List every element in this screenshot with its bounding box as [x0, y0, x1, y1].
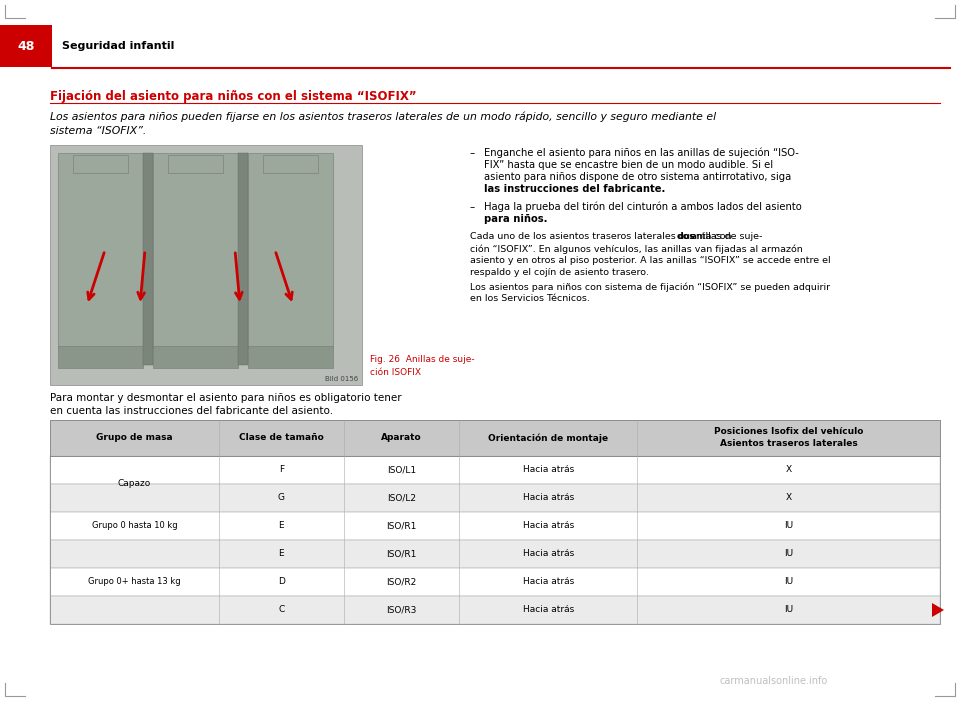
Text: 48: 48: [17, 39, 35, 53]
Polygon shape: [932, 603, 944, 617]
Text: ISO/L1: ISO/L1: [387, 465, 416, 475]
Text: –: –: [470, 148, 475, 158]
Text: Posiciones Isofix del vehículo: Posiciones Isofix del vehículo: [714, 428, 863, 437]
Text: ción “ISOFIX”. En algunos vehículos, las anillas van fijadas al armazón: ción “ISOFIX”. En algunos vehículos, las…: [470, 244, 803, 254]
Bar: [50, 596, 940, 624]
Text: ISO/L2: ISO/L2: [387, 494, 416, 503]
Text: asiento y en otros al piso posterior. A las anillas “ISOFIX” se accede entre el: asiento y en otros al piso posterior. A …: [470, 256, 830, 265]
Text: ción ISOFIX: ción ISOFIX: [370, 368, 421, 377]
Text: X: X: [785, 465, 792, 475]
Bar: [50, 420, 940, 624]
Text: Capazo: Capazo: [118, 479, 151, 489]
Text: IU: IU: [784, 578, 793, 587]
Text: Haga la prueba del tirón del cinturón a ambos lados del asiento: Haga la prueba del tirón del cinturón a …: [484, 202, 802, 212]
Text: las instrucciones del fabricante.: las instrucciones del fabricante.: [484, 184, 665, 194]
Bar: [153, 153, 238, 348]
Text: en los Servicios Técnicos.: en los Servicios Técnicos.: [470, 294, 589, 303]
Text: –: –: [470, 202, 475, 212]
Text: Clase de tamaño: Clase de tamaño: [239, 433, 324, 442]
Text: Hacia atrás: Hacia atrás: [523, 465, 574, 475]
Bar: [263, 155, 318, 173]
Bar: [50, 568, 940, 596]
Text: anillas de suje-: anillas de suje-: [687, 232, 762, 241]
Bar: [153, 346, 238, 368]
Text: E: E: [278, 550, 284, 559]
Text: Seguridad infantil: Seguridad infantil: [62, 41, 175, 51]
Bar: [73, 155, 128, 173]
Text: ISO/R1: ISO/R1: [386, 522, 417, 531]
Text: G: G: [277, 494, 285, 503]
Bar: [58, 346, 143, 368]
Text: Los asientos para niños con sistema de fijación “ISOFIX” se pueden adquirir: Los asientos para niños con sistema de f…: [470, 282, 830, 292]
Bar: [168, 155, 223, 173]
Text: Hacia atrás: Hacia atrás: [523, 494, 574, 503]
Text: ISO/R1: ISO/R1: [386, 550, 417, 559]
Text: Los asientos para niños pueden fijarse en los asientos traseros laterales de un : Los asientos para niños pueden fijarse e…: [50, 112, 716, 123]
Bar: [238, 153, 248, 365]
Bar: [50, 540, 940, 568]
Bar: [58, 153, 143, 348]
Text: E: E: [278, 522, 284, 531]
Text: IU: IU: [784, 550, 793, 559]
Bar: [143, 153, 153, 365]
Text: Aparato: Aparato: [381, 433, 421, 442]
Text: respaldo y el cojín de asiento trasero.: respaldo y el cojín de asiento trasero.: [470, 268, 649, 277]
Bar: [50, 420, 940, 456]
Text: Grupo 0 hasta 10 kg: Grupo 0 hasta 10 kg: [92, 522, 178, 531]
Text: Bild 0156: Bild 0156: [324, 376, 358, 382]
Text: IU: IU: [784, 606, 793, 615]
Text: carmanualsonline.info: carmanualsonline.info: [720, 676, 828, 686]
Text: en cuenta las instrucciones del fabricante del asiento.: en cuenta las instrucciones del fabrican…: [50, 406, 333, 416]
Text: para niños.: para niños.: [484, 214, 547, 224]
Bar: [50, 512, 940, 540]
Text: ISO/R3: ISO/R3: [386, 606, 417, 615]
Bar: [50, 456, 940, 484]
Text: Enganche el asiento para niños en las anillas de sujeción “ISO-: Enganche el asiento para niños en las an…: [484, 148, 799, 158]
Text: Hacia atrás: Hacia atrás: [523, 522, 574, 531]
Bar: [50, 145, 362, 385]
Text: Cada uno de los asientos traseros laterales cuenta con: Cada uno de los asientos traseros latera…: [470, 232, 734, 241]
Text: dos: dos: [676, 232, 695, 241]
Text: Orientación de montaje: Orientación de montaje: [489, 433, 609, 443]
Text: Asientos traseros laterales: Asientos traseros laterales: [720, 440, 857, 449]
Text: Hacia atrás: Hacia atrás: [523, 606, 574, 615]
Text: D: D: [278, 578, 285, 587]
Text: Grupo de masa: Grupo de masa: [96, 433, 173, 442]
Text: ISO/R2: ISO/R2: [387, 578, 417, 587]
Text: Fijación del asiento para niños con el sistema “ISOFIX”: Fijación del asiento para niños con el s…: [50, 90, 417, 103]
Text: F: F: [278, 465, 284, 475]
Text: Hacia atrás: Hacia atrás: [523, 578, 574, 587]
Bar: [50, 484, 940, 512]
Text: asiento para niños dispone de otro sistema antirrotativo, siga: asiento para niños dispone de otro siste…: [484, 172, 791, 182]
Text: Fig. 26  Anillas de suje-: Fig. 26 Anillas de suje-: [370, 355, 474, 364]
Bar: [0, 25, 52, 67]
Text: sistema “ISOFIX”.: sistema “ISOFIX”.: [50, 126, 146, 136]
Text: X: X: [785, 494, 792, 503]
Text: Grupo 0+ hasta 13 kg: Grupo 0+ hasta 13 kg: [88, 578, 180, 587]
Text: Para montar y desmontar el asiento para niños es obligatorio tener: Para montar y desmontar el asiento para …: [50, 393, 401, 403]
Bar: [248, 346, 333, 368]
Text: Hacia atrás: Hacia atrás: [523, 550, 574, 559]
Text: FIX” hasta que se encastre bien de un modo audible. Si el: FIX” hasta que se encastre bien de un mo…: [484, 160, 773, 170]
Text: IU: IU: [784, 522, 793, 531]
Text: C: C: [278, 606, 284, 615]
Bar: [248, 153, 333, 348]
